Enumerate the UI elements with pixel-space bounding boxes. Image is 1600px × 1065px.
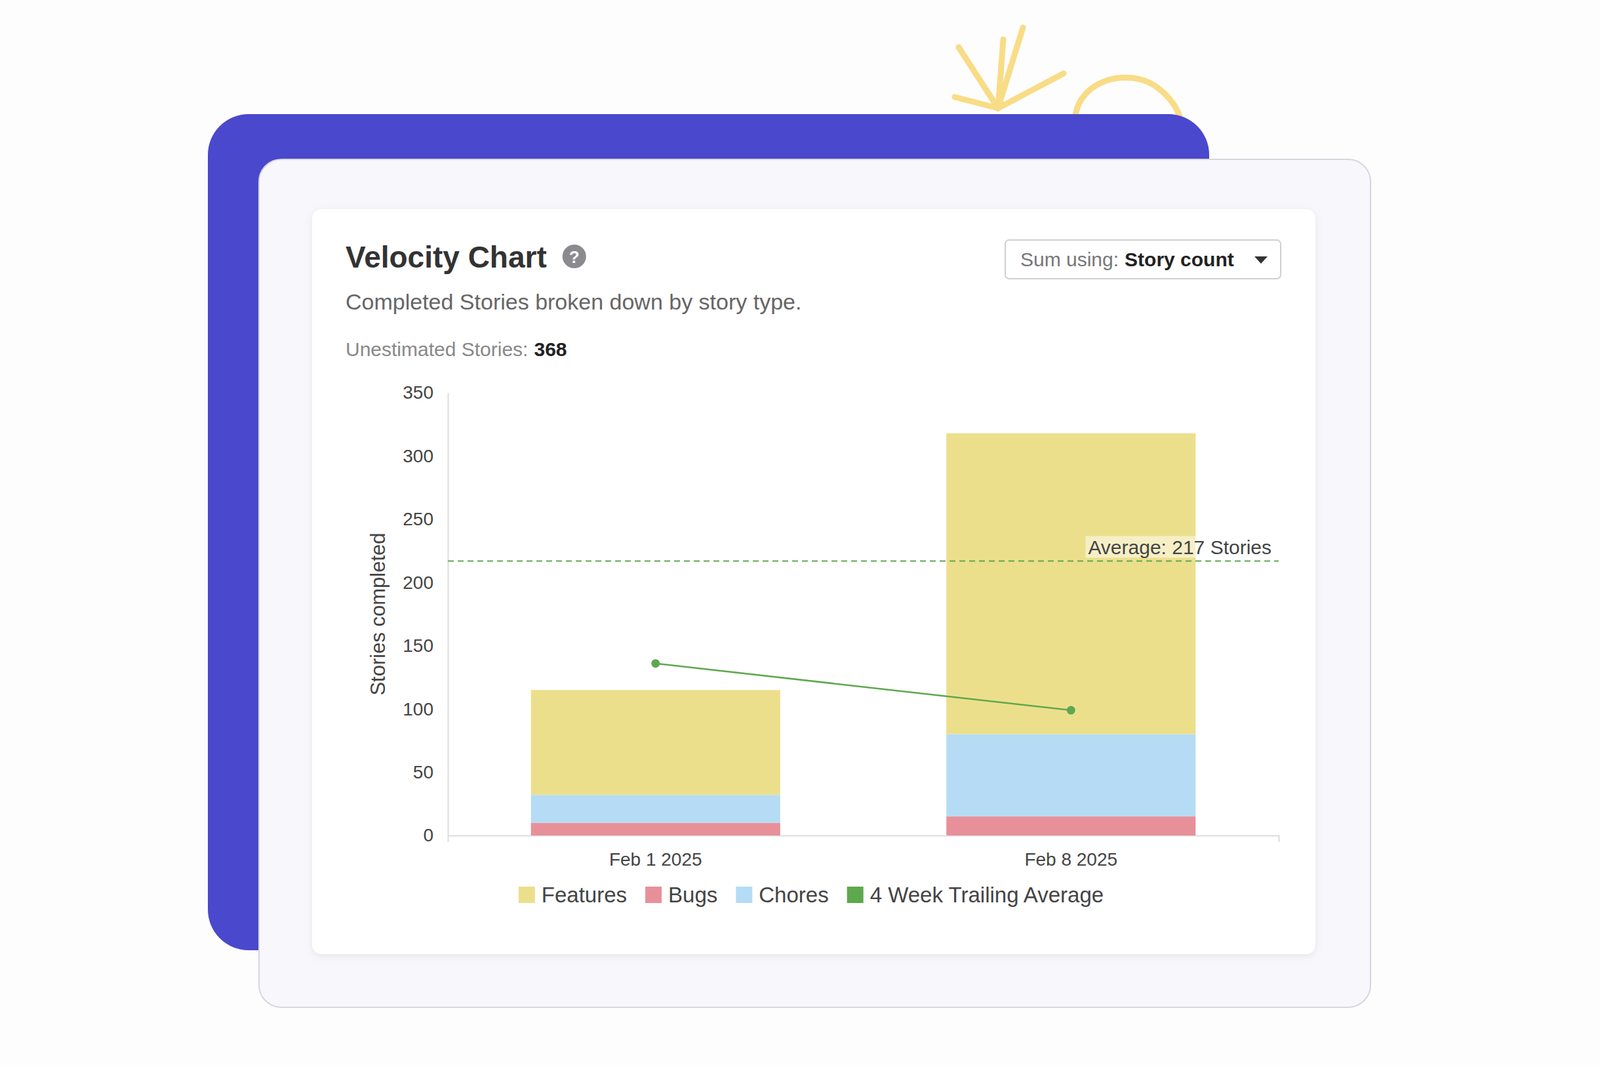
bar (946, 433, 1196, 735)
help-icon[interactable]: ? (562, 244, 587, 269)
doodle-stroke (998, 73, 1064, 109)
axis-line (447, 393, 450, 837)
tick-label: Feb 1 2025 (609, 849, 703, 870)
dropdown-box[interactable] (1005, 240, 1281, 279)
trend-point (1066, 706, 1076, 715)
legend-swatch (847, 886, 864, 903)
legend-swatch (645, 886, 662, 903)
y-tick: 50 (413, 761, 448, 783)
bar (531, 822, 781, 836)
legend: Features Bugs Chores 4 Week Trailing Averag… (518, 882, 1104, 907)
help-icon-text[interactable]: ? (569, 247, 580, 267)
outer-card (259, 159, 1371, 1008)
dropdown-value[interactable]: Story count (1124, 248, 1235, 271)
legend-swatch (518, 886, 536, 903)
average-label-group: Average: 217 Stories (1085, 536, 1275, 559)
y-tick: 350 (402, 382, 448, 403)
doodle-stroke (954, 97, 999, 109)
subtitle: Completed Stories broken down by story t… (345, 289, 802, 315)
doodle (954, 27, 1181, 122)
dropdown[interactable]: Sum using:Story count (1005, 240, 1281, 279)
tick-label: 200 (402, 572, 434, 593)
bar (531, 689, 781, 795)
card (312, 209, 1316, 955)
legend-item: Bugs (645, 882, 718, 907)
help-icon-circle[interactable] (562, 244, 587, 269)
tick-label: 150 (402, 635, 434, 656)
tick-label: 250 (402, 508, 434, 530)
x-axis: Feb 1 2025 Feb 8 2025 (448, 836, 1280, 870)
average-line (447, 560, 1279, 562)
tick-label: Feb 8 2025 (1024, 849, 1118, 870)
tick-label: 50 (413, 761, 434, 783)
page: Velocity Chart? Completed Stories broken … (0, 0, 1600, 1065)
trend-line (655, 663, 1072, 711)
y-tick: 150 (402, 635, 448, 656)
label-patch (1085, 536, 1275, 559)
y-axis: 0 50 100 150 200 250 300 350 (402, 382, 448, 846)
axis-line (448, 836, 1280, 843)
doodle-stroke (998, 39, 1004, 109)
trend-point (651, 659, 660, 668)
y-tick: 200 (402, 572, 448, 593)
y-tick: 100 (402, 699, 448, 720)
bar (946, 734, 1196, 817)
average-label: Average: 217 Stories (1087, 536, 1272, 559)
tick-label: 300 (402, 445, 434, 467)
x-tick: Feb 8 2025 (1024, 849, 1118, 870)
dropdown-label[interactable]: Sum using: (1020, 248, 1119, 271)
background (0, 0, 1600, 1065)
annotation-label: Unestimated Stories: (345, 338, 528, 360)
y-tick: 0 (422, 824, 448, 846)
annotation-value: 368 (533, 338, 567, 360)
legend-swatch (735, 886, 753, 903)
legend-label: Features (541, 882, 627, 907)
title: Velocity Chart (345, 240, 547, 275)
x-tick: Feb 1 2025 (609, 849, 703, 870)
y-tick: 300 (402, 445, 448, 467)
dropdown-caret[interactable] (1254, 256, 1268, 264)
y-axis-title: Stories completed (366, 532, 390, 696)
tick-label: 0 (422, 824, 434, 846)
bar (946, 816, 1196, 836)
legend-item: Chores (735, 882, 829, 907)
legend-label: 4 Week Trailing Average (870, 882, 1105, 907)
legend-item: 4 Week Trailing Average (847, 882, 1105, 907)
bar (531, 794, 781, 823)
tick-label: 100 (402, 699, 434, 720)
y-tick: 250 (402, 508, 448, 530)
bar-series (531, 734, 1197, 823)
legend-item: Features (518, 882, 627, 907)
plot-marks (447, 433, 1279, 836)
legend-label: Bugs (668, 882, 718, 907)
legend-label: Chores (758, 882, 829, 907)
tick-label: 350 (402, 382, 434, 403)
